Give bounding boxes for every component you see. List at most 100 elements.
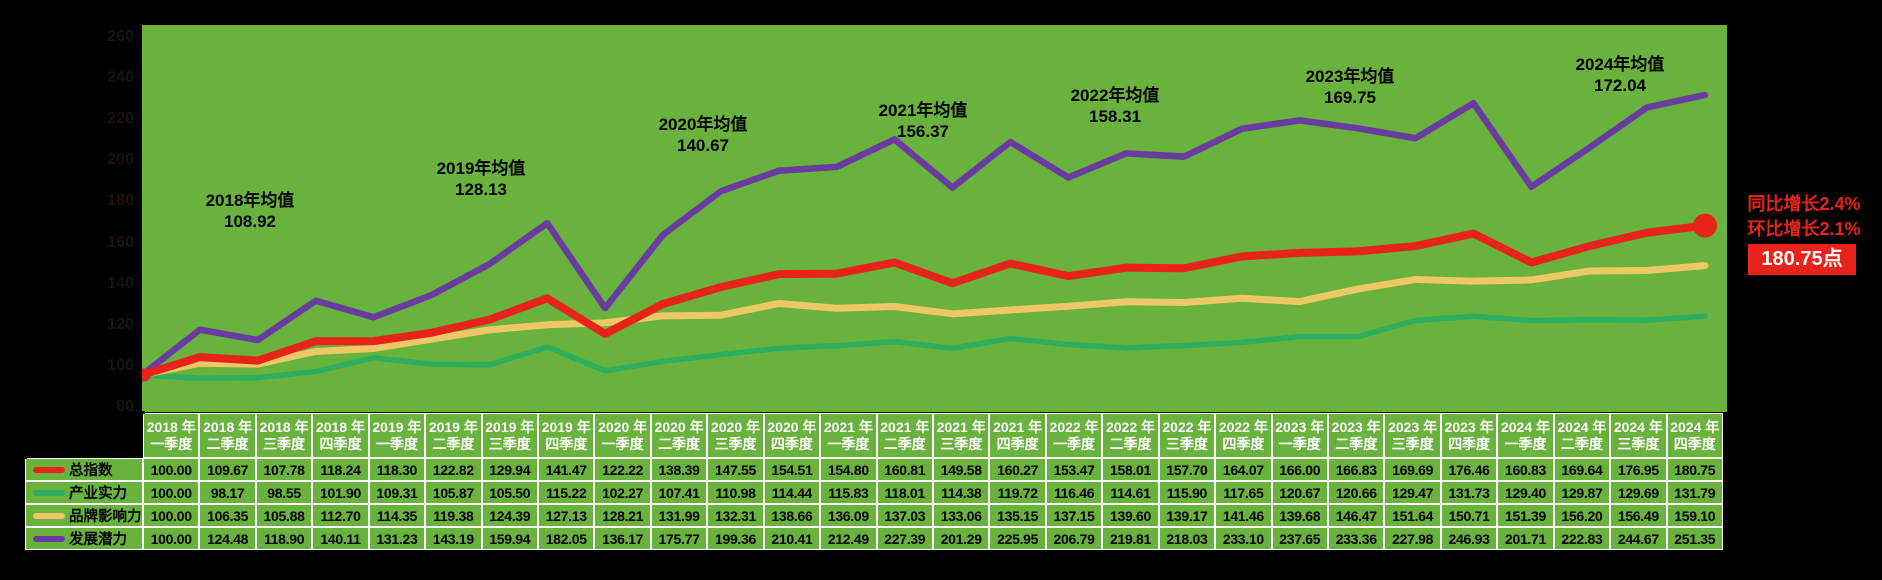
table-value-cell: 233.36	[1327, 527, 1385, 550]
table-value-cell: 251.35	[1666, 527, 1723, 550]
table-header-cell: 2020 年四季度	[763, 413, 821, 458]
table-value-cell: 107.78	[255, 458, 313, 481]
table-value-cell: 105.88	[255, 504, 313, 527]
table-value-cell: 136.09	[820, 504, 877, 527]
table-value-cell: 156.49	[1610, 504, 1667, 527]
table-value-cell: 119.72	[989, 481, 1046, 504]
table-value-cell: 138.39	[650, 458, 708, 481]
table-header-cell: 2020 年二季度	[650, 413, 708, 458]
mean-annotation: 2024年均值 172.04	[1535, 54, 1705, 96]
table-value-cell: 107.41	[650, 481, 708, 504]
table-value-cell: 139.17	[1158, 504, 1216, 527]
y-tick-label: 260	[107, 28, 134, 45]
table-value-cell: 180.75	[1666, 458, 1723, 481]
table-value-cell: 156.20	[1553, 504, 1611, 527]
table-header-cell: 2022 年四季度	[1215, 413, 1272, 458]
table-value-cell: 182.05	[537, 527, 595, 550]
table-value-cell: 154.80	[820, 458, 877, 481]
table-value-cell: 141.46	[1215, 504, 1272, 527]
table-header-cell: 2023 年一季度	[1271, 413, 1328, 458]
table-value-cell: 147.55	[707, 458, 764, 481]
y-tick-label: 140	[107, 274, 134, 292]
table-header-cell: 2024 年四季度	[1666, 413, 1723, 458]
y-tick-label: 80	[116, 397, 134, 415]
table-value-cell: 138.66	[763, 504, 821, 527]
legend-cell-brand-influence: 品牌影响力	[25, 504, 143, 527]
table-value-cell: 128.21	[594, 504, 651, 527]
table-value-cell: 124.48	[199, 527, 256, 550]
table-value-cell: 166.00	[1271, 458, 1328, 481]
legend-label: 发展潜力	[69, 532, 127, 548]
table-value-cell: 114.38	[932, 481, 990, 504]
table-value-cell: 115.83	[820, 481, 877, 504]
table-value-cell: 160.81	[876, 458, 933, 481]
table-value-cell: 201.29	[932, 527, 990, 550]
mean-annotation-label: 2019年均值	[436, 159, 526, 178]
table-header-cell: 2024 年三季度	[1610, 413, 1667, 458]
mean-annotation-label: 2021年均值	[878, 101, 968, 120]
table-value-cell: 114.44	[763, 481, 821, 504]
legend-label: 产业实力	[69, 486, 127, 502]
table-value-cell: 219.81	[1102, 527, 1159, 550]
table-value-cell: 169.69	[1384, 458, 1441, 481]
table-value-cell: 227.98	[1384, 527, 1441, 550]
table-value-cell: 100.00	[143, 458, 200, 481]
mean-annotation-value: 172.04	[1594, 76, 1646, 95]
table-value-cell: 151.39	[1497, 504, 1554, 527]
table-value-cell: 222.83	[1553, 527, 1611, 550]
table-value-cell: 131.73	[1440, 481, 1498, 504]
table-value-cell: 129.87	[1553, 481, 1611, 504]
table-value-cell: 140.11	[312, 527, 369, 550]
y-tick-label: 160	[107, 233, 134, 251]
table-value-cell: 109.67	[199, 458, 256, 481]
legend-cell-total-index: 总指数	[25, 458, 143, 481]
table-value-cell: 118.90	[255, 527, 313, 550]
table-value-cell: 112.70	[312, 504, 369, 527]
table-value-cell: 129.47	[1384, 481, 1441, 504]
mean-annotation: 2020年均值 140.67	[618, 114, 788, 156]
mean-annotation-label: 2022年均值	[1070, 86, 1160, 105]
legend-cell-industry-strength: 产业实力	[25, 481, 143, 504]
table-corner-cell	[25, 413, 143, 458]
mean-annotation: 2019年均值 128.13	[396, 158, 566, 200]
table-header-cell: 2022 年三季度	[1158, 413, 1216, 458]
table-value-cell: 218.03	[1158, 527, 1216, 550]
mean-annotation: 2022年均值 158.31	[1030, 85, 1200, 127]
table-value-cell: 131.23	[368, 527, 426, 550]
table-value-cell: 164.07	[1215, 458, 1272, 481]
table-value-cell: 102.27	[594, 481, 651, 504]
table-header-cell: 2019 年三季度	[481, 413, 538, 458]
table-value-cell: 117.65	[1215, 481, 1272, 504]
table-value-cell: 131.99	[650, 504, 708, 527]
legend-line-icon	[33, 535, 65, 542]
table-value-cell: 100.00	[143, 527, 200, 550]
table-value-cell: 154.51	[763, 458, 821, 481]
table-value-cell: 119.38	[425, 504, 482, 527]
mean-annotation: 2023年均值 169.75	[1265, 66, 1435, 108]
y-tick-label: 200	[107, 151, 134, 169]
table-value-cell: 118.01	[876, 481, 933, 504]
table-value-cell: 225.95	[989, 527, 1046, 550]
table-header-cell: 2020 年一季度	[594, 413, 651, 458]
table-value-cell: 201.71	[1497, 527, 1554, 550]
table-value-cell: 160.83	[1497, 458, 1554, 481]
mean-annotation-value: 108.92	[224, 212, 276, 231]
table-value-cell: 115.90	[1158, 481, 1216, 504]
table-value-cell: 169.64	[1553, 458, 1611, 481]
table-value-cell: 151.64	[1384, 504, 1441, 527]
table-value-cell: 210.41	[763, 527, 821, 550]
table-value-cell: 199.36	[707, 527, 764, 550]
table-value-cell: 129.69	[1610, 481, 1667, 504]
table-header-cell: 2018 年一季度	[143, 413, 200, 458]
table-value-cell: 115.22	[537, 481, 595, 504]
table-header-cell: 2023 年二季度	[1327, 413, 1385, 458]
table-value-cell: 137.15	[1045, 504, 1103, 527]
table-value-cell: 206.79	[1045, 527, 1103, 550]
mean-annotation: 2018年均值 108.92	[165, 190, 335, 232]
table-value-cell: 109.31	[368, 481, 426, 504]
mean-annotation-label: 2023年均值	[1305, 67, 1395, 86]
yoy-growth-text: 同比增长2.4%	[1747, 194, 1861, 214]
y-tick-label: 220	[107, 110, 134, 128]
table-value-cell: 129.40	[1497, 481, 1554, 504]
table-value-cell: 122.82	[425, 458, 482, 481]
